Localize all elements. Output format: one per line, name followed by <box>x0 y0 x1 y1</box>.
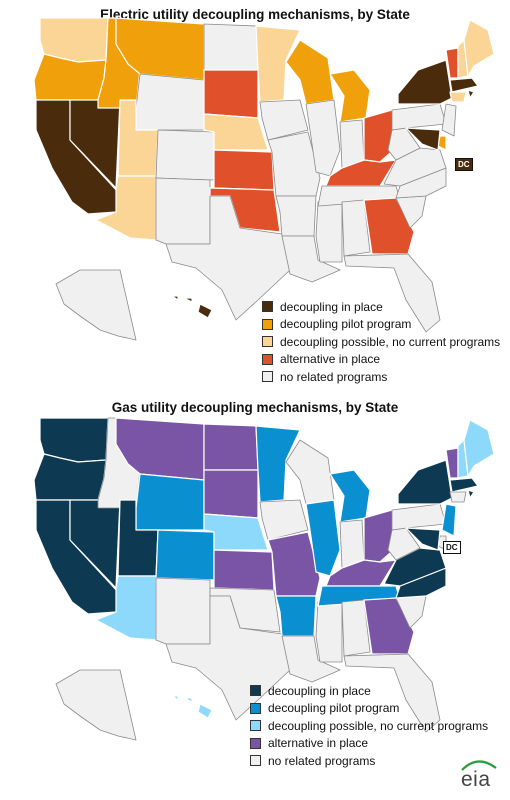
state-ne <box>203 513 269 551</box>
legend-swatch <box>262 301 273 313</box>
state-nj <box>441 503 457 537</box>
gas-legend-item-pilot: decoupling pilot program <box>250 700 488 718</box>
states-layer <box>33 417 495 741</box>
state-ct <box>449 91 467 103</box>
state-pa <box>391 103 447 131</box>
gas-legend: decoupling in place decoupling pilot pro… <box>250 682 488 770</box>
eia-logo-text: eia <box>461 768 491 791</box>
state-wi <box>285 439 335 505</box>
state-md <box>405 527 441 551</box>
state-ri <box>467 489 475 499</box>
states-layer <box>33 17 495 341</box>
legend-label: alternative in place <box>268 736 369 751</box>
state-nm <box>155 577 211 645</box>
state-ny <box>397 459 453 505</box>
gas-legend-item-alternative: alternative in place <box>250 735 488 753</box>
legend-label: no related programs <box>280 369 388 384</box>
gas-map-title: Gas utility decoupling mechanisms, by St… <box>111 400 399 415</box>
electric-map-title: Electric utility decoupling mechanisms, … <box>100 7 410 22</box>
state-wi <box>285 39 335 105</box>
legend-swatch <box>250 685 261 697</box>
state-ar <box>275 595 317 637</box>
legend-swatch <box>250 755 261 767</box>
state-pa <box>391 503 447 531</box>
state-me <box>463 19 495 77</box>
state-ia <box>259 499 309 541</box>
legend-swatch <box>262 353 273 365</box>
state-ia <box>259 99 309 141</box>
legend-label: no related programs <box>268 753 376 768</box>
state-co <box>155 529 215 581</box>
state-or <box>33 453 107 501</box>
gas-legend-item-none: no related programs <box>250 752 488 770</box>
state-co <box>155 129 215 181</box>
electric-legend-item-none: no related programs <box>262 368 500 386</box>
gas-map <box>33 417 495 741</box>
state-sd <box>203 469 259 519</box>
legend-swatch <box>262 336 273 348</box>
state-ar <box>275 195 317 237</box>
state-md <box>405 127 441 151</box>
state-ks <box>213 149 275 191</box>
electric-map-panel: Electric utility decoupling mechanisms, … <box>33 7 500 386</box>
gas-map-panel: Gas utility decoupling mechanisms, by St… <box>0 400 510 800</box>
state-al <box>341 199 371 257</box>
state-ct <box>449 491 467 503</box>
electric-legend-item-pilot: decoupling pilot program <box>262 316 500 334</box>
state-ga <box>363 197 415 255</box>
electric-dc-label: DC <box>455 158 473 171</box>
state-fl <box>343 653 441 733</box>
state-ma <box>449 77 479 93</box>
electric-legend: decoupling in place decoupling pilot pro… <box>262 298 500 386</box>
state-ms <box>315 599 343 663</box>
legend-swatch <box>250 737 261 749</box>
legend-label: alternative in place <box>280 352 381 367</box>
state-wy <box>135 473 205 531</box>
state-me <box>463 419 495 477</box>
state-mn <box>255 25 301 103</box>
legend-swatch <box>262 371 273 383</box>
legend-label: decoupling possible, no current programs <box>280 334 501 349</box>
electric-map <box>33 17 495 341</box>
legend-swatch <box>262 318 273 330</box>
state-la <box>281 235 341 283</box>
gas-legend-item-possible: decoupling possible, no current programs <box>250 717 488 735</box>
state-ga <box>363 597 415 655</box>
state-hi <box>171 295 213 319</box>
state-ak <box>55 269 137 341</box>
electric-legend-item-alternative: alternative in place <box>262 351 500 369</box>
state-al <box>341 599 371 657</box>
eia-logo <box>461 760 497 771</box>
state-ri <box>467 89 475 99</box>
state-nd <box>203 23 259 71</box>
state-nj <box>441 103 457 137</box>
electric-legend-item-in-place: decoupling in place <box>262 298 500 316</box>
state-ne <box>203 113 269 151</box>
gas-legend-item-in-place: decoupling in place <box>250 682 488 700</box>
legend-label: decoupling pilot program <box>280 317 412 332</box>
state-mn <box>255 425 301 503</box>
state-nm <box>155 177 211 245</box>
state-fl <box>343 253 441 333</box>
legend-label: decoupling possible, no current programs <box>268 718 489 733</box>
gas-dc-label: DC <box>443 541 461 554</box>
legend-swatch <box>250 720 261 732</box>
state-ms <box>315 199 343 263</box>
state-hi <box>171 695 213 719</box>
state-ak <box>55 669 137 741</box>
state-la <box>281 635 341 683</box>
state-wy <box>135 73 205 131</box>
state-ma <box>449 477 479 493</box>
state-ny <box>397 59 453 105</box>
eia-logo-arc <box>461 760 497 771</box>
electric-legend-item-possible: decoupling possible, no current programs <box>262 333 500 351</box>
state-ks <box>213 549 275 591</box>
legend-label: decoupling in place <box>268 683 371 698</box>
legend-label: decoupling in place <box>280 299 383 314</box>
state-nd <box>203 423 259 471</box>
state-or <box>33 53 107 101</box>
legend-label: decoupling pilot program <box>268 701 400 716</box>
legend-swatch <box>250 702 261 714</box>
state-sd <box>203 69 259 119</box>
